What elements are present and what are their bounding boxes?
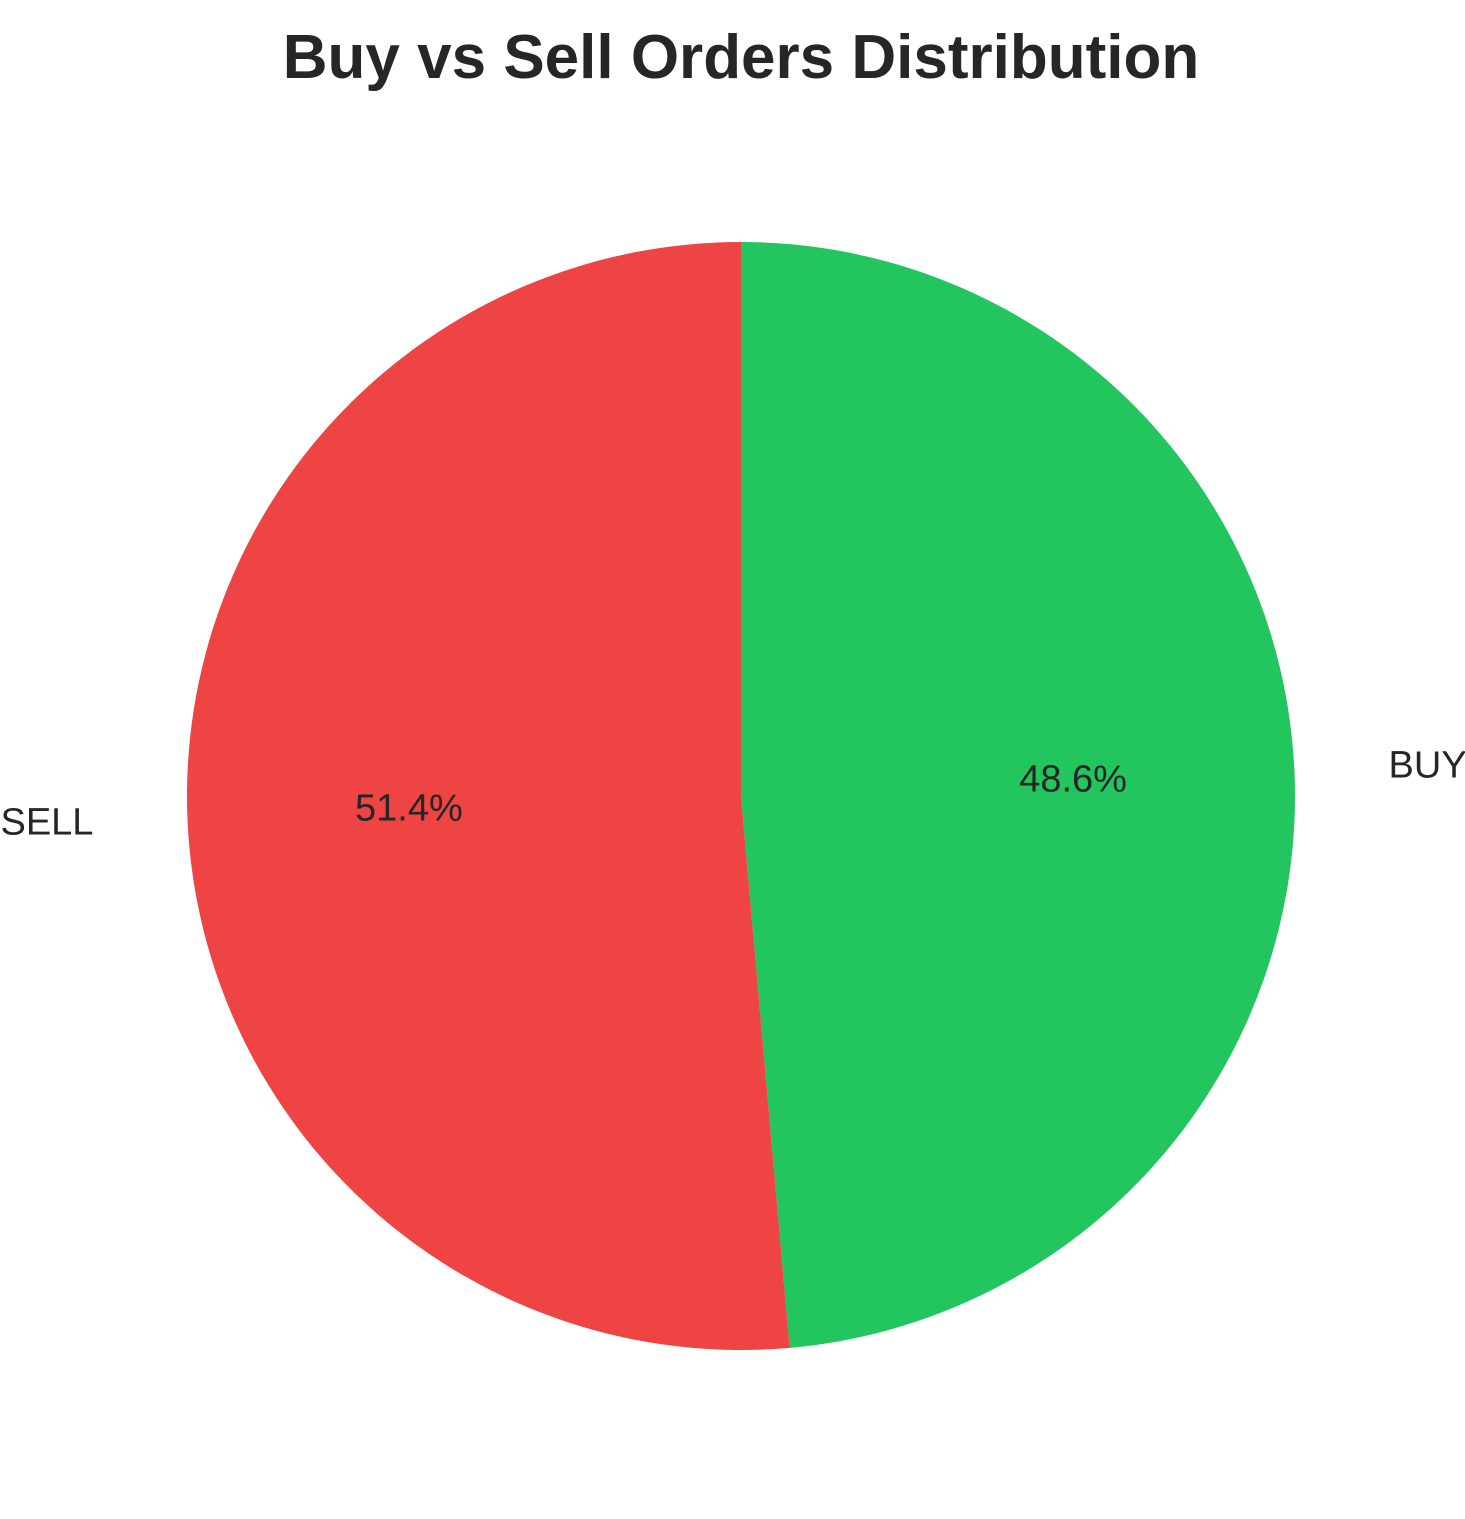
pie-slice-sell bbox=[187, 242, 790, 1350]
pie-slice-buy bbox=[741, 242, 1296, 1348]
slice-percent-buy: 48.6% bbox=[1019, 758, 1127, 800]
slice-percent-sell: 51.4% bbox=[355, 788, 463, 830]
pie-slices bbox=[187, 242, 1296, 1350]
slice-label-buy: BUY bbox=[1389, 745, 1465, 787]
slice-label-sell: SELL bbox=[0, 802, 93, 844]
chart-title: Buy vs Sell Orders Distribution bbox=[283, 23, 1199, 92]
pie-labels: BUY 48.6% SELL 51.4% bbox=[0, 745, 1465, 844]
